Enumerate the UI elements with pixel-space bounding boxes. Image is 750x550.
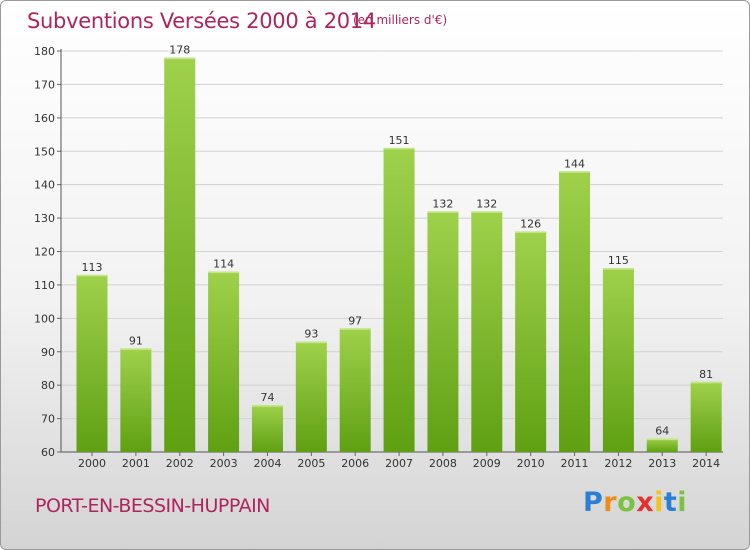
x-tick-label: 2007	[385, 457, 413, 470]
x-tick-label: 2008	[429, 457, 457, 470]
x-tick-label: 2012	[604, 457, 632, 470]
y-tick-label: 150	[34, 145, 55, 158]
bar-top-edge	[164, 57, 196, 60]
x-tick-label: 2010	[517, 457, 545, 470]
bar-top-edge	[208, 271, 240, 274]
x-tick-label: 2004	[253, 457, 281, 470]
bar	[208, 271, 240, 452]
y-tick-label: 100	[34, 312, 55, 325]
y-tick-label: 170	[34, 78, 55, 91]
bars: 113 91 178 114 74 93 97 151 132 132 126 144 115 64 81	[76, 44, 722, 453]
proxiti-logo: Proxiti	[583, 487, 688, 518]
bar-value-label: 178	[169, 44, 190, 57]
bar	[646, 438, 678, 452]
chart-title: Subventions Versées 2000 à 2014	[27, 9, 376, 33]
x-tick-label: 2001	[122, 457, 150, 470]
bar	[427, 211, 459, 452]
town-name: PORT-EN-BESSIN-HUPPAIN	[35, 495, 270, 517]
bar-top-edge	[602, 268, 634, 270]
bar-top-edge	[76, 274, 108, 277]
y-tick-label: 80	[41, 379, 55, 392]
axes: 60 70 80 90 100 110 120 130 140 150 160 170 180 2000 2…	[34, 45, 723, 470]
bar-top-edge	[515, 231, 547, 233]
bar-value-label: 132	[432, 197, 453, 210]
bar	[690, 381, 722, 452]
y-tick-label: 160	[34, 112, 55, 125]
bar	[515, 231, 547, 452]
bar-value-label: 93	[304, 328, 318, 341]
bar-top-edge	[339, 328, 371, 330]
bar-value-label: 74	[260, 391, 274, 404]
bar	[339, 328, 371, 452]
bar	[251, 405, 283, 452]
bar	[383, 147, 415, 453]
bar-top-edge	[559, 171, 591, 173]
chart-unit: (en milliers d'€)	[353, 13, 448, 27]
bar-top-edge	[120, 348, 152, 350]
y-tick-label: 180	[34, 45, 55, 58]
bar-top-edge	[295, 341, 327, 344]
x-tick-label: 2014	[692, 457, 720, 470]
x-tick-label: 2002	[166, 457, 194, 470]
bar-value-label: 113	[82, 261, 103, 274]
bar-value-label: 97	[348, 314, 362, 327]
y-tick-label: 70	[41, 413, 55, 426]
bar	[164, 57, 196, 452]
bar-value-label: 64	[655, 425, 669, 438]
x-tick-label: 2006	[341, 457, 369, 470]
bar-top-edge	[690, 381, 722, 384]
bar	[295, 341, 327, 452]
bar-top-edge	[383, 147, 415, 150]
bar-top-edge	[471, 211, 503, 213]
y-tick-label: 140	[34, 179, 55, 192]
y-tick-label: 120	[34, 246, 55, 259]
bar-top-edge	[646, 438, 678, 441]
bar-value-label: 132	[476, 197, 497, 210]
bar-value-label: 151	[389, 134, 410, 147]
bar-value-label: 126	[520, 217, 541, 230]
bar-chart: 60 70 80 90 100 110 120 130 140 150 160 170 180 2000 2…	[34, 44, 723, 470]
x-tick-label: 2000	[78, 457, 106, 470]
x-tick-label: 2005	[297, 457, 325, 470]
y-tick-label: 90	[41, 346, 55, 359]
bar	[559, 171, 591, 453]
bar	[471, 211, 503, 452]
bar-top-edge	[251, 405, 283, 407]
bar	[120, 348, 152, 452]
x-tick-label: 2013	[648, 457, 676, 470]
bar-value-label: 115	[608, 254, 629, 267]
bar-value-label: 114	[213, 258, 234, 271]
x-tick-label: 2003	[210, 457, 238, 470]
bar-value-label: 81	[699, 368, 713, 381]
x-tick-label: 2009	[473, 457, 501, 470]
y-tick-label: 130	[34, 212, 55, 225]
x-tick-label: 2011	[561, 457, 589, 470]
y-tick-label: 60	[41, 446, 55, 459]
bar-top-edge	[427, 211, 459, 213]
bar	[76, 274, 108, 452]
bar	[602, 268, 634, 452]
bar-value-label: 144	[564, 157, 585, 170]
bar-value-label: 91	[129, 334, 143, 347]
y-tick-label: 110	[34, 279, 55, 292]
